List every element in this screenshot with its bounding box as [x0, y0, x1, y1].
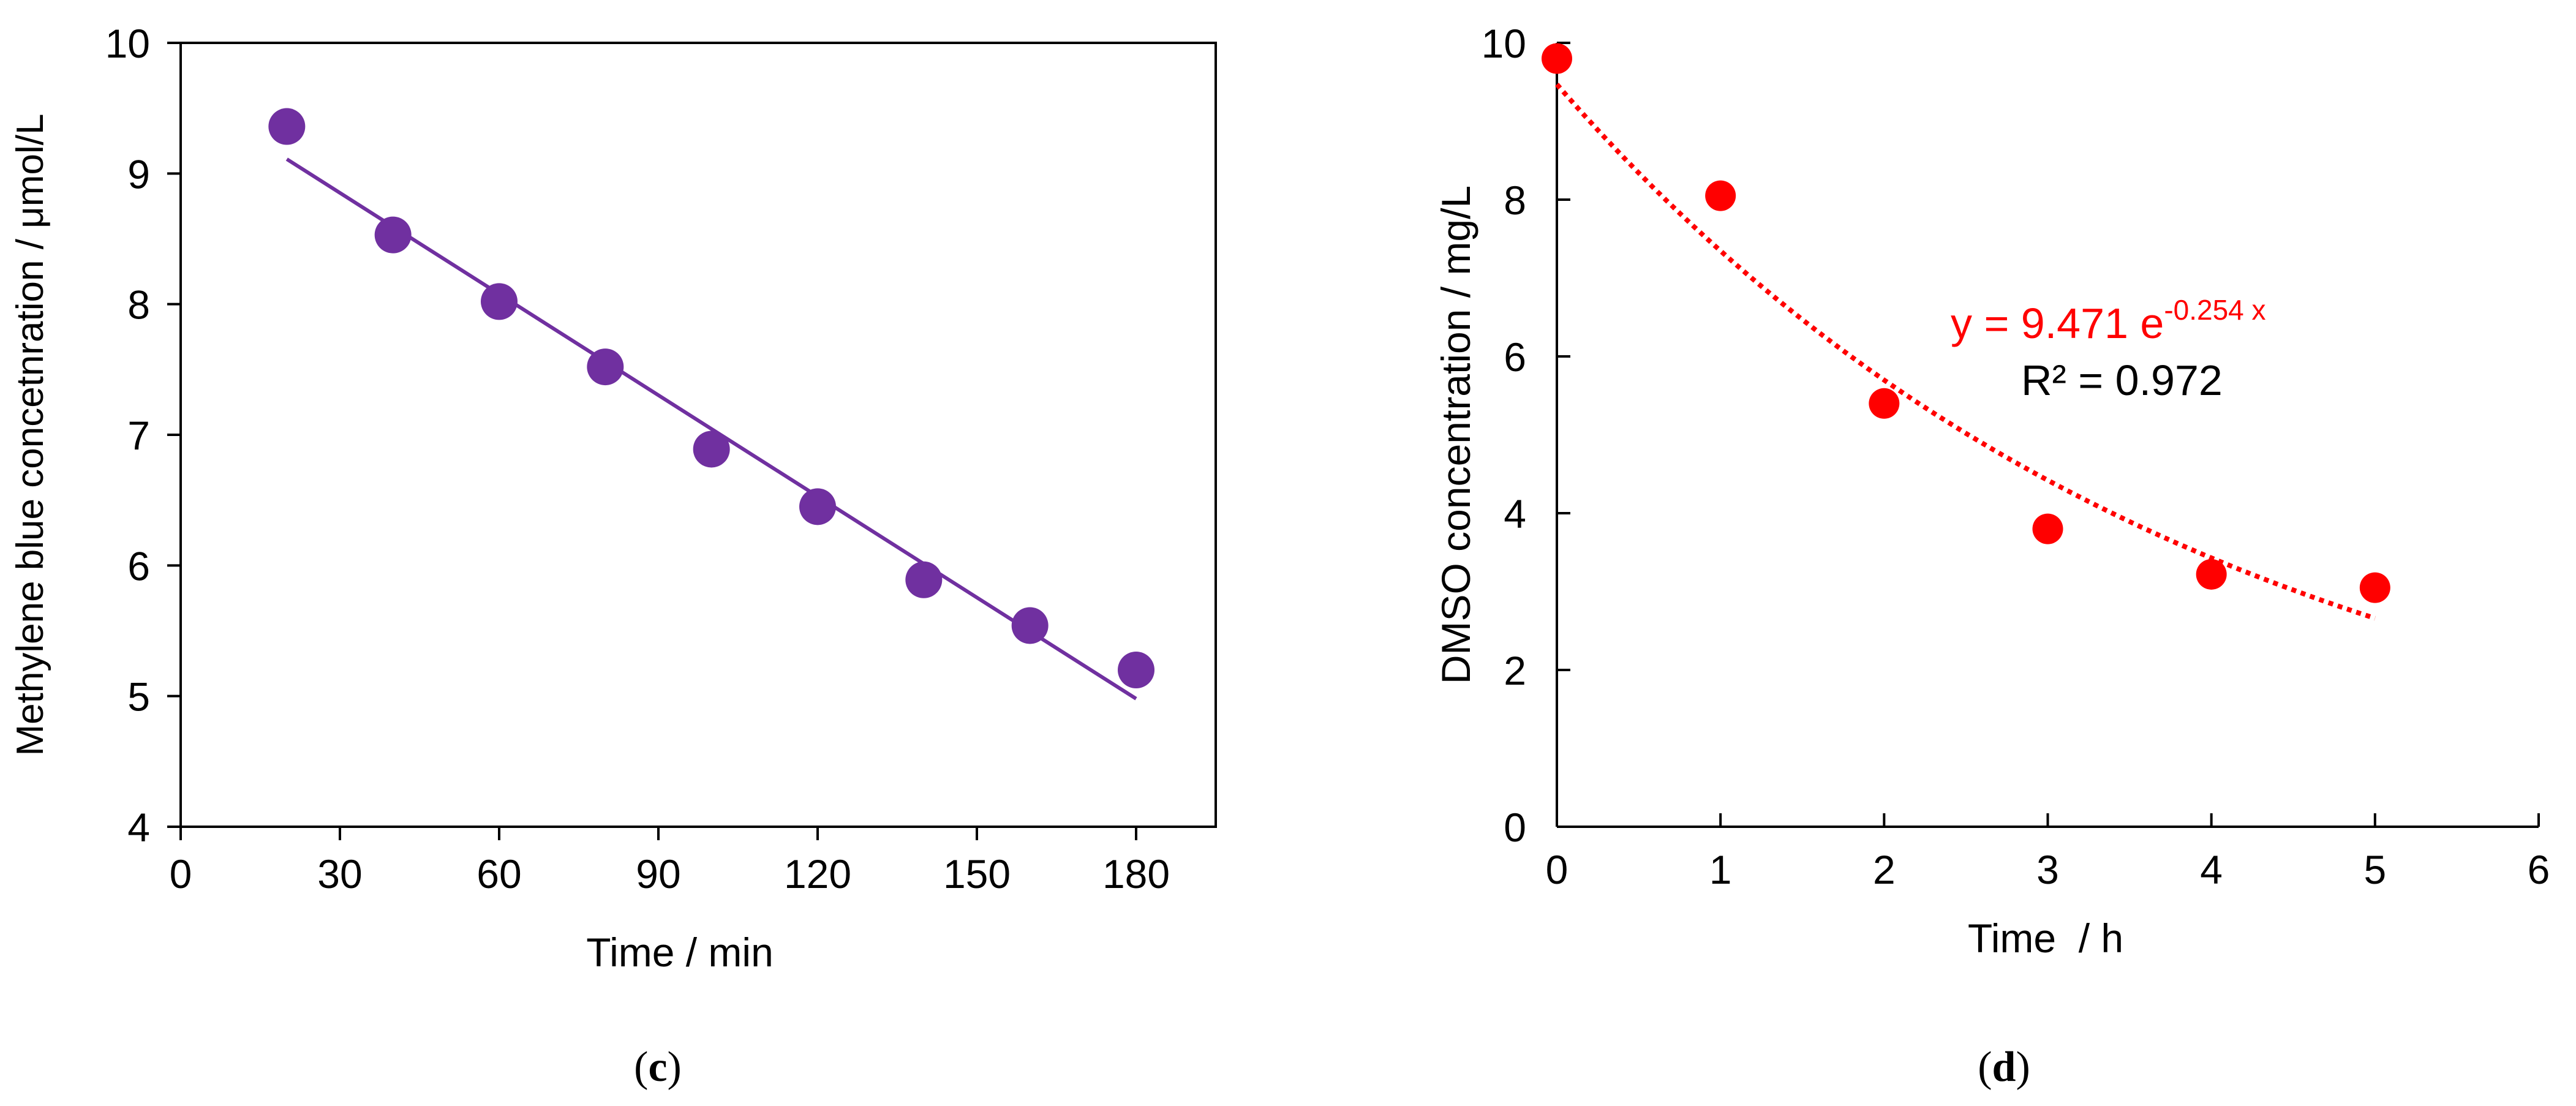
data-point-c	[587, 348, 624, 386]
y-tick-label-d: 10	[1482, 21, 1526, 66]
x-tick-label-d: 0	[1546, 847, 1569, 892]
x-axis-ticks-c: 0 30 60 90 120 150 180	[170, 827, 1170, 897]
equation-exponent: -0.254 x	[2164, 294, 2265, 326]
trendline-d	[1554, 83, 2376, 621]
data-point-c	[374, 216, 412, 254]
y-axis-label-d: DMSO concentration / mg/L	[1433, 186, 1478, 684]
x-tick-label-c: 60	[476, 851, 521, 897]
data-point-d	[1869, 388, 1900, 419]
x-tick-label-c: 180	[1102, 851, 1170, 897]
x-tick-label-c: 0	[170, 851, 192, 897]
x-tick-label-c: 30	[317, 851, 362, 897]
plot-area-c	[179, 42, 1217, 828]
trendline-c	[285, 157, 1137, 701]
y-tick-label-c: 4	[127, 805, 150, 850]
data-point-c	[481, 283, 518, 320]
data-point-c	[1011, 607, 1049, 644]
data-points-c	[268, 108, 1154, 688]
data-point-d	[1542, 43, 1572, 74]
panel-label-d: (d)	[1978, 1044, 2030, 1091]
y-axis-ticks-c: 4 5 6 7 8 9 10	[105, 21, 181, 850]
panel-d-chart: 0 1 2 3 4 5 6 0 2 4 6 8 10 y = 9.471 e-0.254 x R² =…	[1433, 21, 2550, 1091]
x-tick-label-d: 6	[2528, 847, 2550, 892]
x-tick-label-d: 4	[2200, 847, 2223, 892]
y-tick-label-c: 9	[127, 151, 150, 197]
y-axis-ticks-d: 0 2 4 6 8 10	[1482, 21, 1570, 850]
data-point-c	[268, 108, 306, 145]
y-tick-label-d: 4	[1504, 491, 1526, 536]
panel-c-chart: 0 30 60 90 120 150 180 4 5 6 7 8 9 10 Time / min Met…	[9, 21, 1217, 1091]
x-tick-label-d: 2	[1873, 847, 1896, 892]
x-tick-label-d: 1	[1709, 847, 1732, 892]
y-tick-label-d: 8	[1504, 178, 1526, 223]
x-tick-label-c: 150	[943, 851, 1011, 897]
x-tick-label-c: 120	[784, 851, 851, 897]
panel-label-c: (c)	[634, 1044, 682, 1091]
data-points-d	[1542, 43, 2390, 603]
trend-equation: y = 9.471 e-0.254 x	[1951, 294, 2266, 347]
y-tick-label-d: 6	[1504, 334, 1526, 380]
equation-base: y = 9.471 e	[1951, 299, 2164, 347]
data-point-c	[1118, 652, 1154, 688]
data-point-d	[2359, 572, 2390, 603]
y-tick-label-c: 8	[127, 282, 150, 328]
data-point-d	[1705, 180, 1736, 211]
x-tick-label-c: 90	[636, 851, 680, 897]
data-point-c	[693, 431, 730, 468]
y-tick-label-c: 7	[127, 413, 150, 458]
y-tick-label-c: 5	[127, 674, 150, 720]
r-squared: R² = 0.972	[2021, 356, 2223, 404]
x-axis-ticks-d: 0 1 2 3 4 5 6	[1546, 813, 2550, 892]
y-tick-label-d: 2	[1504, 648, 1526, 693]
x-axis-label-d: Time / h	[1968, 916, 2123, 961]
data-point-d	[2196, 559, 2227, 590]
x-tick-label-d: 3	[2036, 847, 2059, 892]
data-point-c	[905, 561, 943, 598]
x-axis-label-c: Time / min	[586, 930, 774, 975]
x-tick-label-d: 5	[2363, 847, 2386, 892]
y-axis-label-c: Methylene blue concetnration / μmol/L	[9, 114, 51, 756]
y-tick-label-d: 0	[1504, 805, 1526, 850]
y-tick-label-c: 6	[127, 543, 150, 589]
y-tick-label-c: 10	[105, 21, 150, 66]
data-point-c	[799, 488, 836, 525]
data-point-d	[2032, 513, 2063, 544]
